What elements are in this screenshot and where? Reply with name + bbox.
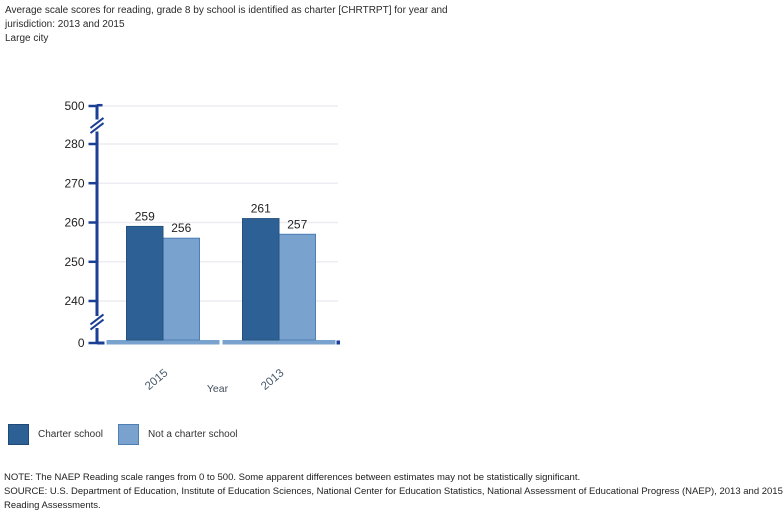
bar-not-charter-2013 xyxy=(278,233,316,341)
y-tick-label: 260 xyxy=(64,216,84,230)
bar-charter-2013 xyxy=(242,218,280,341)
chart-title: Average scale scores for reading, grade … xyxy=(5,5,448,30)
y-tick-label: 240 xyxy=(64,294,84,308)
x-category-label: 2013 xyxy=(259,367,286,393)
y-tick-label: 0 xyxy=(78,336,85,350)
y-tick-label: 270 xyxy=(64,176,84,190)
axis-break-gap xyxy=(93,119,101,132)
bar-chart: 500 280 270 260 250 240 0 259 256 2015 261 257 2013 Y… xyxy=(64,99,340,395)
legend-item-not-charter-school: Not a charter school xyxy=(118,424,238,445)
x-category-label: 2015 xyxy=(143,367,170,393)
source-text: SOURCE: U.S. Department of Education, In… xyxy=(4,485,783,511)
axis-break-slash xyxy=(89,122,105,134)
bar-value-label: 259 xyxy=(135,209,155,223)
bar-not-charter-2015 xyxy=(162,237,200,341)
baseline-strip xyxy=(222,340,336,345)
legend-item-charter-school: Charter school xyxy=(8,424,103,445)
note-text: NOTE: The NAEP Reading scale ranges from… xyxy=(4,472,581,483)
baseline-strip xyxy=(106,340,220,345)
axis-break-slash xyxy=(89,318,105,331)
axis-break-slash xyxy=(89,313,105,326)
bar-value-label: 256 xyxy=(171,221,191,235)
bar-charter-2015 xyxy=(126,225,164,341)
legend-swatch-not-charter-school xyxy=(118,424,140,445)
axis-break-gap xyxy=(93,316,101,328)
y-tick-label: 500 xyxy=(64,99,84,113)
chart-legend: Charter school Not a charter school xyxy=(8,424,238,445)
axis-break-slash xyxy=(89,117,105,129)
y-tick-label: 250 xyxy=(64,255,84,269)
y-tick-label: 280 xyxy=(64,137,84,151)
legend-label-not-charter-school: Not a charter school xyxy=(148,429,238,440)
legend-label-charter-school: Charter school xyxy=(38,429,104,440)
title-block: Average scale scores for reading, grade … xyxy=(5,4,487,46)
legend-swatch-charter-school xyxy=(8,424,29,445)
bar-value-label: 257 xyxy=(287,217,307,231)
footer-notes: NOTE: The NAEP Reading scale ranges from… xyxy=(4,471,783,512)
chart-subtitle: Large city xyxy=(5,33,49,44)
bar-value-label: 261 xyxy=(251,202,271,216)
baseline-end-nub xyxy=(336,340,340,345)
x-axis-title: Year xyxy=(207,383,229,395)
